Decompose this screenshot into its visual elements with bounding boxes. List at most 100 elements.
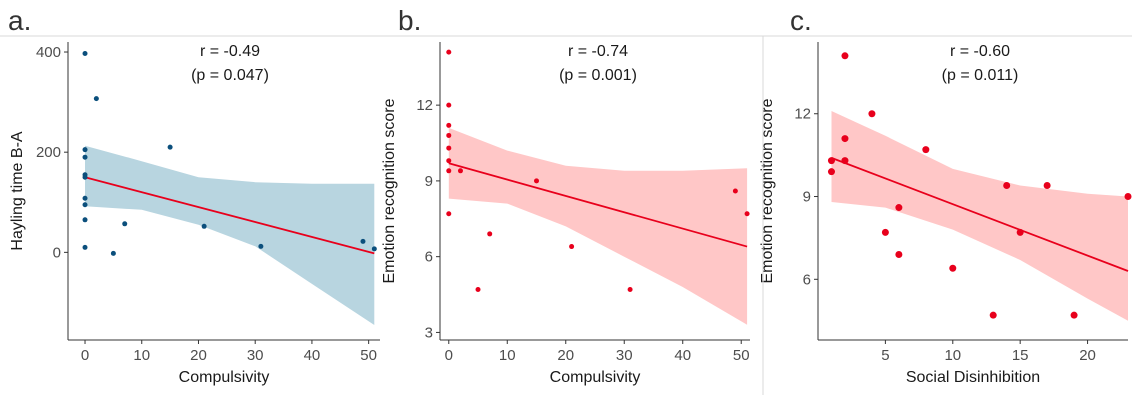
data-point xyxy=(1016,228,1024,236)
x-tick-label: 10 xyxy=(133,347,150,364)
data-point xyxy=(167,144,173,150)
data-point xyxy=(82,244,88,250)
data-point xyxy=(360,238,366,244)
data-point xyxy=(895,204,903,212)
y-tick-label: 12 xyxy=(794,106,811,123)
data-point xyxy=(371,246,377,252)
y-axis-title: Hayling time B-A xyxy=(9,131,26,250)
x-axis-title: Social Disinhibition xyxy=(906,369,1040,386)
data-point xyxy=(201,223,207,229)
data-point xyxy=(446,49,452,55)
x-axis-title: Compulsivity xyxy=(550,369,641,386)
data-point xyxy=(1003,181,1011,189)
data-point xyxy=(82,202,88,208)
data-point xyxy=(446,102,452,108)
confidence-band xyxy=(85,145,375,325)
regression-line xyxy=(448,162,748,248)
data-point xyxy=(446,145,452,151)
panel-letter: a. xyxy=(8,5,31,36)
correlation-r: r = -0.49 xyxy=(200,43,260,60)
data-point xyxy=(868,110,876,118)
data-point xyxy=(744,211,750,217)
correlation-r: r = -0.60 xyxy=(950,43,1010,60)
y-axis-title: Emotion recognition score xyxy=(381,98,398,283)
data-point xyxy=(258,243,264,249)
panel-c: 5 10 15 20 6 9 12 Social Disinhibition Emotion r… xyxy=(759,5,1132,386)
data-point xyxy=(82,154,88,160)
data-point xyxy=(487,231,493,237)
data-point xyxy=(732,188,738,194)
data-point xyxy=(895,250,903,258)
x-tick-label: 0 xyxy=(81,347,89,364)
x-tick-label: 0 xyxy=(445,347,453,364)
correlation-p: (p = 0.001) xyxy=(559,67,637,84)
x-tick-label: 15 xyxy=(1012,347,1029,364)
data-point xyxy=(989,311,997,319)
data-point xyxy=(82,217,88,223)
x-tick-label: 30 xyxy=(616,347,633,364)
data-point xyxy=(82,174,88,180)
data-point xyxy=(1070,311,1078,319)
data-point xyxy=(122,221,128,227)
confidence-band xyxy=(448,127,748,325)
data-point xyxy=(949,264,957,272)
panel-letter: c. xyxy=(790,5,812,36)
data-point xyxy=(827,157,835,165)
y-tick-label: 400 xyxy=(36,44,61,61)
data-point xyxy=(446,132,452,138)
y-tick-label: 6 xyxy=(425,249,433,266)
data-point xyxy=(475,286,481,292)
x-tick-label: 50 xyxy=(733,347,750,364)
data-point xyxy=(841,52,849,60)
y-tick-label: 3 xyxy=(425,324,433,341)
data-point xyxy=(93,96,99,102)
data-point xyxy=(1124,193,1132,201)
regression-line xyxy=(831,157,1129,272)
data-point xyxy=(82,195,88,201)
confidence-band xyxy=(831,111,1128,321)
data-point xyxy=(446,158,452,164)
panel-letter: b. xyxy=(398,5,421,36)
x-tick-label: 5 xyxy=(881,347,889,364)
data-point xyxy=(827,168,835,176)
y-tick-label: 200 xyxy=(36,144,61,161)
x-tick-label: 20 xyxy=(1079,347,1096,364)
x-tick-label: 20 xyxy=(557,347,574,364)
data-point xyxy=(82,51,88,57)
data-point xyxy=(627,286,633,292)
y-tick-label: 12 xyxy=(416,97,433,114)
y-axis-title: Emotion recognition score xyxy=(759,98,776,283)
data-point xyxy=(82,147,88,153)
x-axis-title: Compulsivity xyxy=(179,369,270,386)
x-tick-label: 10 xyxy=(499,347,516,364)
correlation-r: r = -0.74 xyxy=(568,43,628,60)
panel-b: 0 10 20 30 40 50 3 6 9 12 Compulsivity Emotion reco… xyxy=(381,5,750,386)
correlation-p: (p = 0.047) xyxy=(191,67,269,84)
data-point xyxy=(569,244,575,250)
data-point xyxy=(446,168,452,174)
correlation-p: (p = 0.011) xyxy=(942,67,1019,84)
y-tick-label: 6 xyxy=(803,271,811,288)
x-tick-label: 40 xyxy=(674,347,691,364)
y-tick-label: 9 xyxy=(803,189,811,206)
y-tick-label: 0 xyxy=(53,244,61,261)
data-point xyxy=(922,146,930,154)
data-point xyxy=(881,228,889,236)
panel-a: 0 10 20 30 40 50 0 200 400 Compulsivity Hayling ti… xyxy=(8,5,380,386)
data-point xyxy=(457,168,463,174)
x-tick-label: 40 xyxy=(304,347,321,364)
x-tick-label: 20 xyxy=(190,347,207,364)
data-point xyxy=(534,178,540,184)
regression-line xyxy=(84,176,375,255)
data-point xyxy=(1043,181,1051,189)
data-point xyxy=(841,157,849,165)
y-tick-label: 9 xyxy=(425,173,433,190)
x-tick-label: 10 xyxy=(944,347,961,364)
data-point xyxy=(110,250,116,256)
x-tick-label: 30 xyxy=(247,347,264,364)
x-tick-label: 50 xyxy=(360,347,377,364)
data-point xyxy=(841,135,849,143)
data-point xyxy=(446,211,452,217)
data-point xyxy=(446,122,452,128)
